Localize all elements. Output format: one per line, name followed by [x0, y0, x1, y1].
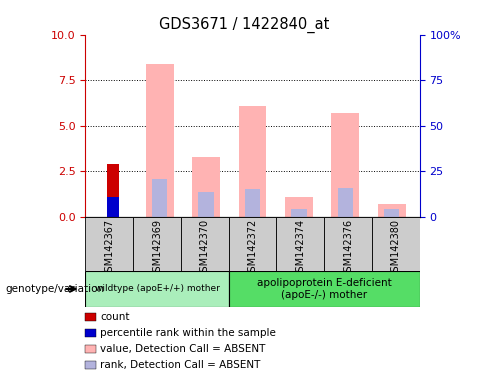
- Bar: [152, 179, 167, 217]
- Bar: [199, 192, 214, 217]
- Bar: [384, 209, 400, 217]
- Bar: [378, 204, 406, 217]
- Bar: [181, 217, 229, 271]
- Text: GSM142374: GSM142374: [295, 218, 305, 278]
- Text: GDS3671 / 1422840_at: GDS3671 / 1422840_at: [159, 17, 329, 33]
- Text: GSM142380: GSM142380: [391, 218, 401, 278]
- Bar: [338, 188, 353, 217]
- Text: value, Detection Call = ABSENT: value, Detection Call = ABSENT: [100, 344, 265, 354]
- Bar: [324, 217, 372, 271]
- Text: GSM142372: GSM142372: [247, 218, 258, 278]
- Bar: [85, 217, 133, 271]
- Text: GSM142369: GSM142369: [152, 218, 162, 278]
- Text: GSM142367: GSM142367: [104, 218, 114, 278]
- Bar: [146, 64, 174, 217]
- Bar: [291, 209, 306, 217]
- Text: GSM142376: GSM142376: [343, 218, 353, 278]
- Bar: [192, 157, 220, 217]
- Text: rank, Detection Call = ABSENT: rank, Detection Call = ABSENT: [100, 360, 261, 370]
- Text: apolipoprotein E-deficient
(apoE-/-) mother: apolipoprotein E-deficient (apoE-/-) mot…: [257, 278, 391, 300]
- Bar: [229, 217, 276, 271]
- Text: percentile rank within the sample: percentile rank within the sample: [100, 328, 276, 338]
- Text: wildtype (apoE+/+) mother: wildtype (apoE+/+) mother: [95, 285, 220, 293]
- Text: GSM142370: GSM142370: [200, 218, 210, 278]
- Bar: [331, 113, 359, 217]
- Text: genotype/variation: genotype/variation: [5, 284, 104, 294]
- Bar: [107, 197, 119, 217]
- Bar: [107, 164, 119, 217]
- Bar: [372, 217, 420, 271]
- Bar: [239, 106, 266, 217]
- Bar: [85, 271, 229, 307]
- Bar: [245, 189, 260, 217]
- Bar: [276, 217, 324, 271]
- Text: count: count: [100, 312, 129, 322]
- Bar: [285, 197, 313, 217]
- Bar: [133, 217, 181, 271]
- Bar: [229, 271, 420, 307]
